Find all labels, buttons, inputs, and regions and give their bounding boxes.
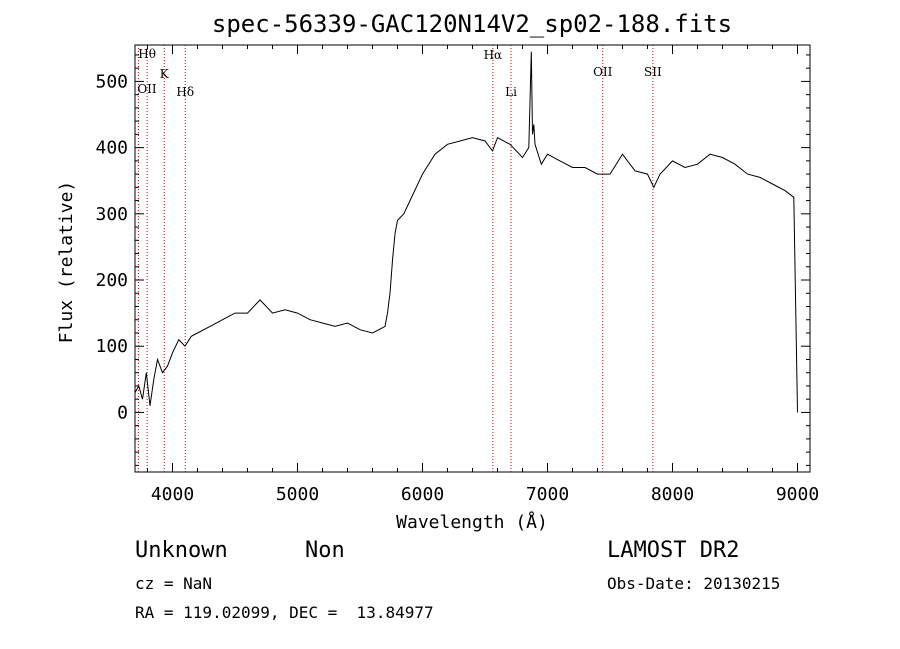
survey-label: LAMOST DR2 bbox=[607, 538, 740, 563]
chart-title: spec-56339-GAC120N14V2_sp02-188.fits bbox=[212, 10, 732, 38]
y-axis: 0 100 200 300 400 500 bbox=[95, 54, 810, 466]
x-tick-label: 8000 bbox=[651, 484, 694, 505]
x-tick-label: 9000 bbox=[776, 484, 819, 505]
y-axis-label: Flux (relative) bbox=[56, 181, 77, 344]
x-tick-label: 6000 bbox=[401, 484, 444, 505]
x-axis: 4000 5000 6000 7000 8000 9000 bbox=[147, 45, 819, 505]
x-axis-label: Wavelength (Å) bbox=[396, 511, 548, 533]
y-tick-label: 200 bbox=[95, 270, 128, 291]
x-tick-label: 5000 bbox=[276, 484, 319, 505]
spectral-line-label: Hθ bbox=[138, 47, 156, 61]
spectral-line-label: OII bbox=[137, 82, 157, 96]
spectral-line-label: Hα bbox=[484, 48, 503, 62]
spectral-line-markers bbox=[137, 45, 654, 472]
ra-dec-value: RA = 119.02099, DEC = 13.84977 bbox=[135, 603, 434, 622]
x-tick-label: 4000 bbox=[151, 484, 194, 505]
spectral-line-label: K bbox=[160, 67, 170, 81]
cz-value: cz = NaN bbox=[135, 574, 213, 593]
y-tick-label: 0 bbox=[117, 402, 128, 423]
spectral-line-label: OII bbox=[593, 65, 613, 79]
spectral-line-label: Li bbox=[505, 85, 517, 99]
y-tick-label: 500 bbox=[95, 71, 128, 92]
class-label: Unknown bbox=[135, 538, 228, 563]
obs-date: Obs-Date: 20130215 bbox=[607, 574, 781, 593]
plot-frame bbox=[134, 44, 811, 473]
spectral-line-label: Hδ bbox=[176, 85, 194, 99]
y-tick-label: 300 bbox=[95, 204, 128, 225]
spectral-line-label: SII bbox=[644, 65, 662, 79]
x-tick-label: 7000 bbox=[526, 484, 569, 505]
y-tick-label: 400 bbox=[95, 138, 128, 159]
y-tick-label: 100 bbox=[95, 336, 128, 357]
spectrum-line bbox=[134, 51, 798, 413]
subclass-label: Non bbox=[305, 538, 345, 563]
